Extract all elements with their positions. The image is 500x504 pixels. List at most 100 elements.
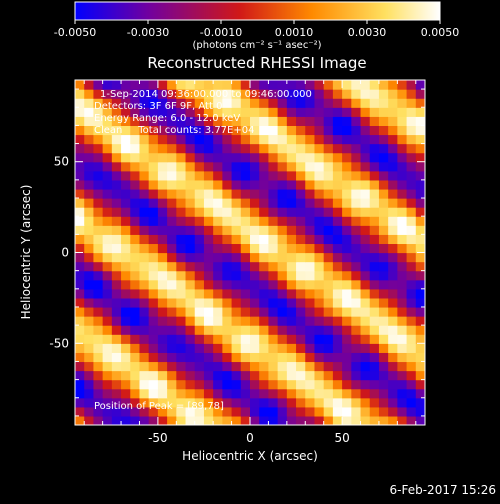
heatmap-cell [314, 225, 325, 235]
heatmap-cell [277, 334, 288, 344]
heatmap-cell [222, 252, 233, 263]
heatmap-cell [194, 225, 205, 235]
heatmap-cell [102, 216, 113, 226]
heatmap-cell [397, 125, 408, 136]
heatmap-cell [222, 80, 233, 90]
heatmap-cell [139, 334, 150, 344]
heatmap-cell [351, 252, 362, 263]
heatmap-cell [378, 198, 389, 208]
heatmap-cell [305, 297, 316, 308]
heatmap-cell [222, 270, 233, 281]
heatmap-cell [332, 379, 343, 390]
heatmap-cell [222, 107, 233, 117]
heatmap-cell [222, 397, 233, 408]
heatmap-cell [369, 279, 380, 290]
heatmap-cell [314, 243, 325, 254]
heatmap-cell [268, 125, 279, 136]
heatmap-cell [305, 134, 316, 145]
heatmap-cell [84, 343, 95, 353]
heatmap-cell [332, 216, 343, 226]
heatmap-cell [139, 306, 150, 317]
heatmap-cell [286, 370, 297, 381]
heatmap-cell [314, 134, 325, 145]
heatmap-cell [296, 225, 306, 235]
heatmap-cell [406, 397, 417, 408]
axis-ticks: -50 0 50 -50 0 50 [49, 80, 425, 445]
heatmap-cell [203, 107, 214, 117]
heatmap-cell [102, 107, 113, 117]
heatmap-cell [378, 325, 389, 335]
heatmap-cell [277, 361, 288, 372]
heatmap-cell [250, 134, 260, 145]
heatmap-cell [415, 134, 425, 145]
heatmap-cell [148, 306, 159, 317]
heatmap-cell [231, 297, 242, 308]
heatmap-cell [323, 297, 334, 308]
heatmap-cell [213, 234, 223, 245]
heatmap-cell [194, 306, 205, 317]
heatmap-cell [203, 279, 214, 290]
heatmap-cell [176, 379, 187, 390]
heatmap-cell [406, 243, 417, 254]
heatmap-cell [213, 98, 223, 108]
heatmap-cell [130, 179, 141, 190]
heatmap-cell [250, 252, 260, 263]
heatmap-cell [102, 343, 113, 353]
heatmap-cell [167, 279, 177, 290]
heatmap-cell [213, 270, 223, 281]
heatmap-cell [296, 306, 306, 317]
heatmap-cell [84, 406, 95, 417]
heatmap-cell [93, 89, 104, 99]
heatmap-cell [415, 352, 425, 363]
heatmap-cell [157, 352, 168, 363]
heatmap-cell [102, 397, 113, 408]
heatmap-cell [369, 188, 380, 199]
heatmap-cell [378, 225, 389, 235]
heatmap-cell [93, 216, 104, 226]
heatmap-cell [314, 161, 325, 172]
heatmap-cell [314, 179, 325, 190]
heatmap-cell [314, 415, 325, 425]
heatmap-cell [222, 243, 233, 254]
heatmap-cell [194, 161, 205, 172]
heatmap-cell [259, 234, 270, 245]
heatmap-cell [415, 325, 425, 335]
heatmap-cell [388, 379, 398, 390]
heatmap-cell [157, 89, 168, 99]
heatmap-cell [240, 134, 251, 145]
heatmap-cell [406, 143, 417, 154]
heatmap-cell [194, 125, 205, 136]
heatmap-cell [185, 261, 196, 272]
heatmap-cell [121, 343, 131, 353]
heatmap-cell [148, 288, 159, 299]
heatmap-cell [314, 188, 325, 199]
heatmap-cell [203, 170, 214, 181]
heatmap-cell [130, 334, 141, 344]
heatmap-cell [378, 98, 389, 108]
heatmap-cell [305, 352, 316, 363]
heatmap-cell [102, 243, 113, 254]
heatmap-cell [342, 343, 352, 353]
heatmap-cell [231, 89, 242, 99]
heatmap-cell [415, 279, 425, 290]
heatmap-cell [378, 415, 389, 425]
heatmap-cell [93, 198, 104, 208]
heatmap-cell [369, 361, 380, 372]
heatmap-cell [157, 188, 168, 199]
heatmap-cell [323, 134, 334, 145]
heatmap-cell [130, 207, 141, 217]
heatmap-cell [314, 207, 325, 217]
heatmap-cell [111, 170, 122, 181]
heatmap-cell [231, 352, 242, 363]
heatmap-cell [296, 370, 306, 381]
heatmap-cell [388, 297, 398, 308]
heatmap-cell [222, 143, 233, 154]
heatmap-cell [305, 270, 316, 281]
heatmap-cell [415, 334, 425, 344]
heatmap-cell [277, 415, 288, 425]
heatmap-cell [176, 415, 187, 425]
heatmap-cell [102, 415, 113, 425]
heatmap-cell [250, 397, 260, 408]
heatmap-cell [351, 234, 362, 245]
heatmap-cell [102, 116, 113, 126]
